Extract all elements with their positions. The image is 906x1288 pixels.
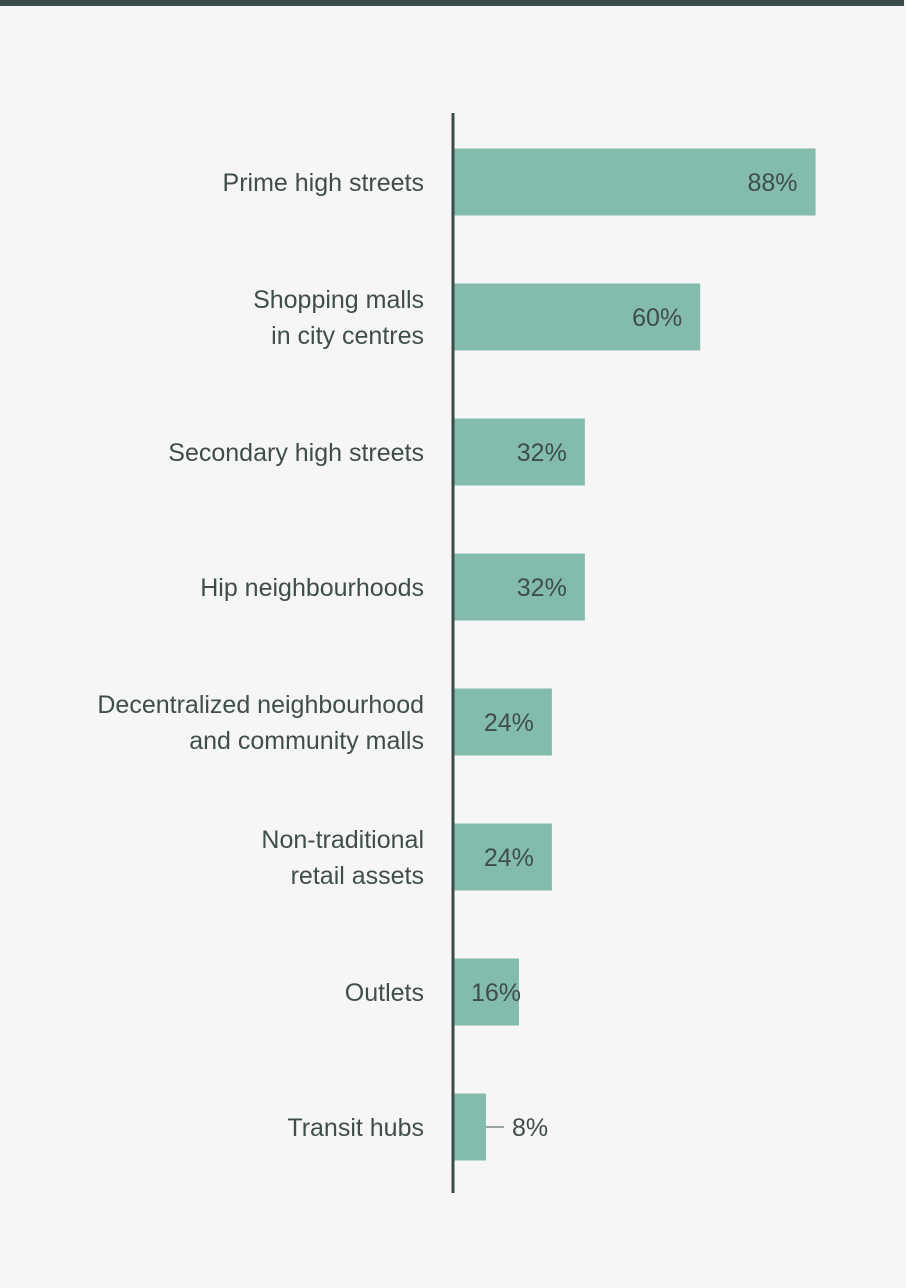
value-label-2: 32% [517,439,567,467]
bar-5 [453,823,552,891]
category-label-7: Transit hubs [287,1114,424,1142]
category-label-2: Secondary high streets [168,439,424,467]
category-label-6: Outlets [345,979,424,1007]
top-rule [0,0,904,6]
value-label-4: 24% [484,709,534,737]
category-label-4: Decentralized neighbourhood and community… [97,691,424,755]
value-label-3: 32% [517,574,567,602]
bar-4 [453,688,552,756]
category-label-1: Shopping malls in city centres [253,286,424,350]
bar-7 [453,1093,486,1161]
value-label-6: 16% [471,979,521,1007]
category-label-5: Non-traditional retail assets [261,826,424,890]
value-label-7: 8% [512,1114,548,1142]
value-label-1: 60% [632,304,682,332]
bar-2 [453,418,585,486]
category-label-3: Hip neighbourhoods [200,574,424,602]
bar-0 [453,148,816,216]
category-label-0: Prime high streets [223,169,424,197]
value-label-5: 24% [484,844,534,872]
bar-6 [453,958,519,1026]
value-label-0: 88% [748,169,798,197]
bar-3 [453,553,585,621]
bar-1 [453,283,701,351]
